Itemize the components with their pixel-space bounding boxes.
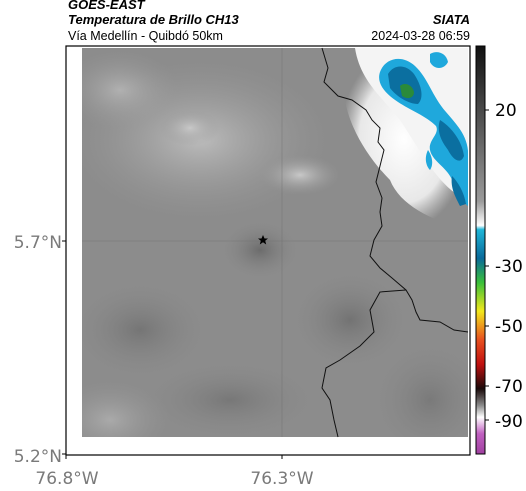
colorbar-tick-1: 20 <box>495 101 517 121</box>
admin-boundaries <box>321 47 469 438</box>
lon-tick-2: 76.3°W <box>250 469 313 489</box>
agency-label: SIATA <box>432 12 470 27</box>
star-icon <box>258 235 268 245</box>
colorbar-tick-2: -30 <box>495 257 523 277</box>
route-subtitle: Vía Medellín - Quibdó 50km <box>68 29 223 43</box>
colorbar-tick-4: -70 <box>495 377 523 397</box>
lat-tick-2: 5.2°N <box>14 447 62 467</box>
product-title: Temperatura de Brillo CH13 <box>68 12 239 27</box>
satellite-label: GOES-EAST <box>68 0 145 12</box>
graticule <box>82 48 468 437</box>
colorbar-tick-5: -90 <box>495 412 523 432</box>
colorbar-tick-3: -50 <box>495 317 523 337</box>
datetime-label: 2024-03-28 06:59 <box>371 29 470 43</box>
colorbar <box>475 45 486 455</box>
lon-tick-1: 76.8°W <box>35 469 98 489</box>
lat-tick-1: 5.7°N <box>14 233 62 253</box>
brightness-temperature-field <box>82 48 468 437</box>
